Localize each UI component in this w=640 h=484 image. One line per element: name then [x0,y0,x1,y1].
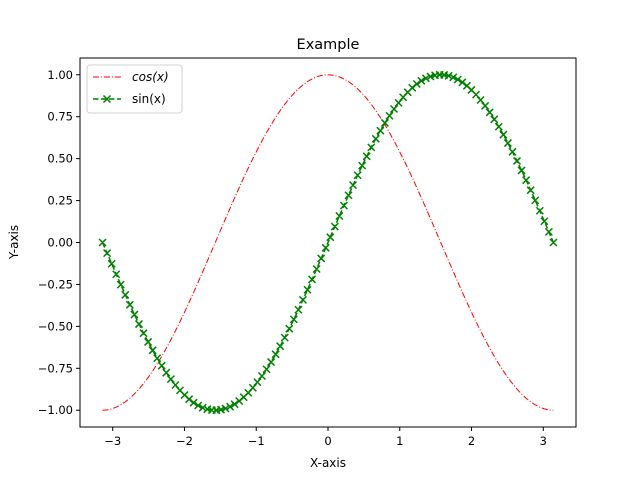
series-markers-sin [98,70,558,415]
series-layer [98,70,558,415]
x-tick-label: −1 [248,434,265,448]
series-line-cos [102,74,554,411]
y-tick-label: −0.25 [38,277,73,291]
y-tick-label: 0.50 [47,152,73,166]
legend: cos(x) sin(x) [86,64,183,114]
x-tick-label: 3 [540,434,547,448]
chart-title: Example [297,37,360,53]
x-tick-label: −3 [104,434,121,448]
y-tick-label: −0.50 [38,319,73,333]
x-axis-ticks: −3 −2 −1 0 1 2 3 [104,427,547,448]
y-axis-ticks: −1.00 −0.75 −0.50 −0.25 0.00 0.25 0.50 0.75 1.00 [38,68,80,417]
y-tick-label: 0.25 [47,194,73,208]
x-tick-label: 1 [396,434,403,448]
x-marker-icon [98,70,558,415]
y-tick-label: −0.75 [38,361,73,375]
legend-sin-x-marker-icon [102,94,112,104]
y-tick-label: 0.00 [47,236,73,250]
legend-sin-label: sin(x) [132,92,166,106]
x-tick-label: 0 [324,434,331,448]
x-tick-label: 2 [468,434,475,448]
y-tick-label: −1.00 [38,403,73,417]
y-tick-label: 0.75 [47,110,73,124]
legend-box [86,64,183,114]
y-tick-label: 1.00 [47,68,73,82]
x-axis-label: X-axis [310,456,346,470]
y-axis-label: Y-axis [7,225,21,260]
series-line-sin [101,74,555,411]
legend-cos-label: cos(x) [132,70,169,84]
x-tick-label: −2 [176,434,193,448]
